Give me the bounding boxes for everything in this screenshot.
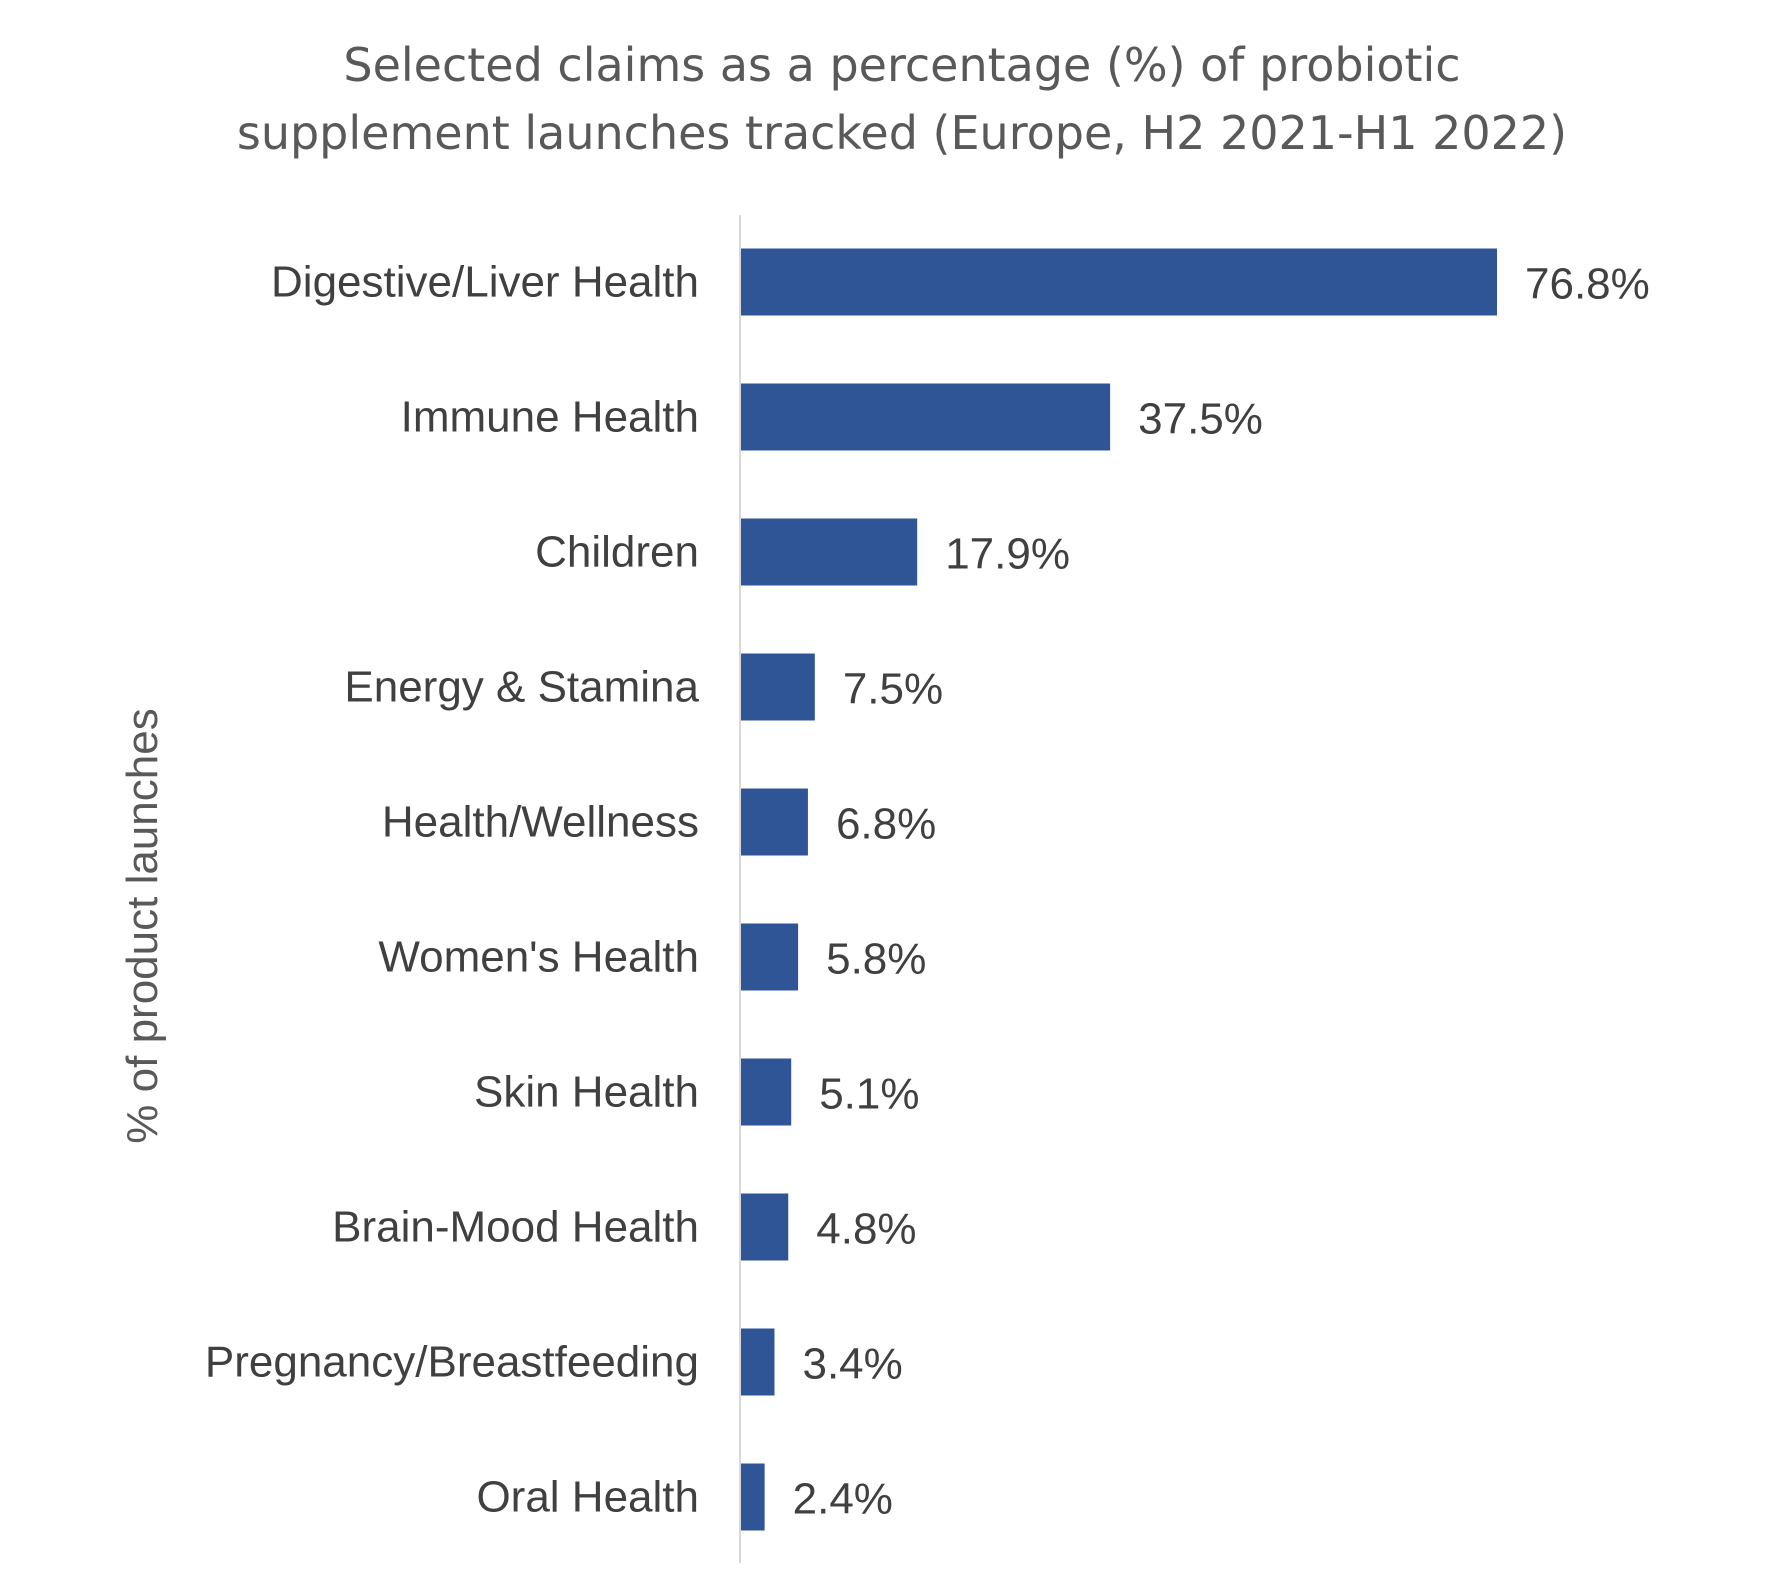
category-label: Oral Health [476, 1473, 699, 1522]
bar [741, 653, 815, 721]
data-label: 4.8% [816, 1205, 916, 1254]
bar [741, 1058, 792, 1126]
data-label: 7.5% [843, 665, 943, 714]
chart-title-line-2: supplement launches tracked (Europe, H2 … [237, 106, 1567, 160]
category-label: Women's Health [378, 933, 699, 982]
chart-title-line-1: Selected claims as a percentage (%) of p… [343, 38, 1460, 92]
category-label: Digestive/Liver Health [271, 258, 699, 307]
category-label: Children [535, 528, 699, 577]
bars-layer [741, 248, 1497, 1531]
chart-title: Selected claims as a percentage (%) of p… [237, 38, 1567, 160]
data-label: 5.1% [819, 1070, 919, 1119]
data-label: 3.4% [802, 1340, 902, 1389]
category-label: Brain-Mood Health [332, 1203, 699, 1252]
bar [741, 383, 1111, 451]
bar [741, 248, 1497, 316]
bar [741, 1463, 765, 1531]
bar [741, 1193, 789, 1261]
category-label: Skin Health [474, 1068, 699, 1117]
labels-layer: Digestive/Liver Health 76.8% Immune Health… [205, 258, 1650, 1524]
category-label: Immune Health [401, 393, 699, 442]
category-label: Energy & Stamina [344, 663, 699, 712]
bar [741, 788, 808, 856]
data-label: 76.8% [1525, 260, 1650, 309]
data-label: 2.4% [793, 1475, 893, 1524]
data-label: 6.8% [836, 800, 936, 849]
bar [741, 923, 799, 991]
data-label: 37.5% [1138, 395, 1263, 444]
category-label: Pregnancy/Breastfeeding [205, 1338, 699, 1387]
bar [741, 518, 918, 586]
data-label: 17.9% [945, 530, 1070, 579]
data-label: 5.8% [826, 935, 926, 984]
y-axis-title: % of product launches [118, 708, 167, 1143]
category-label: Health/Wellness [382, 798, 699, 847]
bar [741, 1328, 775, 1396]
